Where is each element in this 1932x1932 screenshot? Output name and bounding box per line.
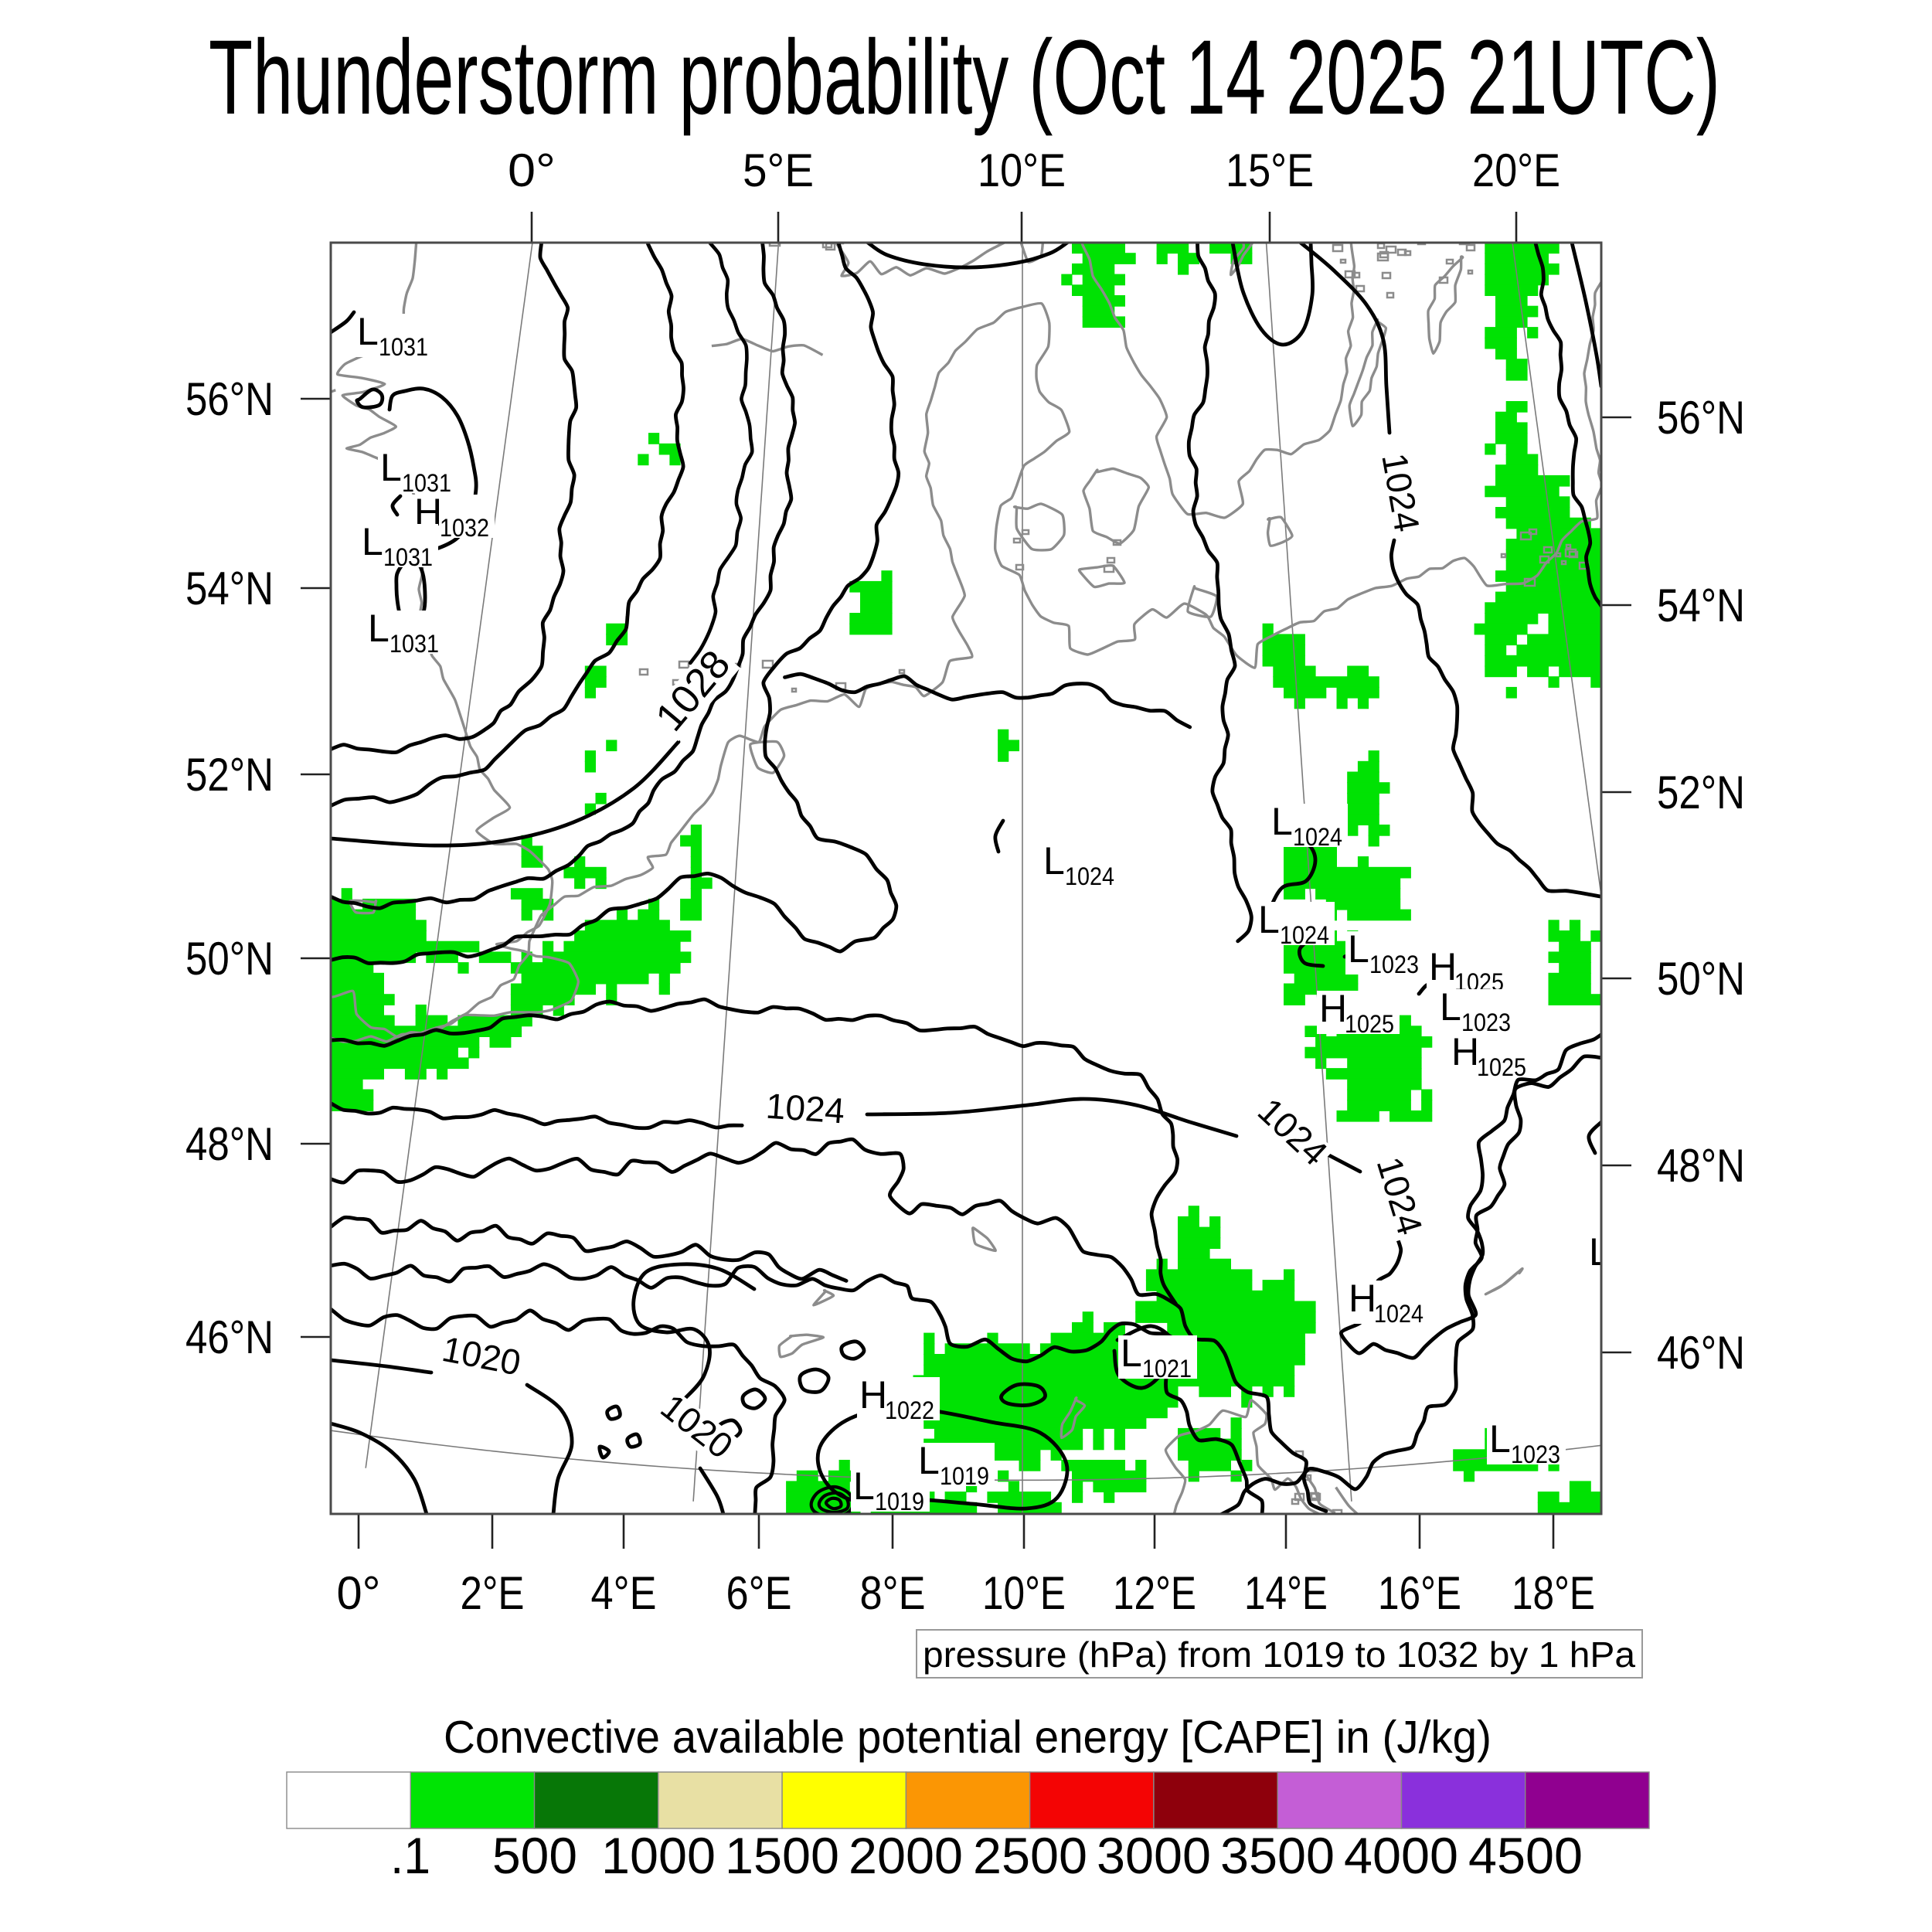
svg-text:L: L xyxy=(1440,985,1461,1029)
svg-text:1019: 1019 xyxy=(940,1462,989,1490)
svg-text:1024: 1024 xyxy=(1280,921,1329,949)
svg-text:56°N: 56°N xyxy=(185,373,274,425)
svg-text:3000: 3000 xyxy=(1097,1827,1211,1884)
svg-text:50°N: 50°N xyxy=(1657,953,1745,1005)
svg-text:52°N: 52°N xyxy=(185,749,274,801)
svg-text:1024: 1024 xyxy=(1374,1300,1423,1328)
svg-text:1022: 1022 xyxy=(885,1396,934,1424)
svg-text:L: L xyxy=(357,310,379,353)
svg-text:L: L xyxy=(380,446,402,489)
svg-text:1031: 1031 xyxy=(383,543,433,571)
svg-text:L: L xyxy=(1348,927,1369,971)
svg-text:1000: 1000 xyxy=(601,1827,716,1884)
svg-text:H: H xyxy=(1429,945,1457,988)
svg-text:1031: 1031 xyxy=(379,333,428,361)
svg-text:8°E: 8°E xyxy=(860,1567,926,1619)
svg-text:Convective available potential: Convective available potential energy [C… xyxy=(444,1712,1492,1763)
svg-text:1019: 1019 xyxy=(875,1488,924,1515)
svg-text:0°: 0° xyxy=(337,1567,381,1619)
svg-text:L: L xyxy=(1258,898,1280,941)
svg-text:56°N: 56°N xyxy=(1657,392,1745,444)
svg-text:48°N: 48°N xyxy=(1657,1140,1745,1192)
svg-text:46°N: 46°N xyxy=(185,1311,274,1363)
svg-text:1024: 1024 xyxy=(764,1086,845,1131)
svg-text:4000: 4000 xyxy=(1344,1827,1458,1884)
svg-text:14°E: 14°E xyxy=(1244,1567,1328,1619)
svg-text:L: L xyxy=(1271,800,1293,843)
svg-text:18°E: 18°E xyxy=(1512,1567,1595,1619)
svg-text:1024: 1024 xyxy=(1293,823,1342,851)
svg-text:1024: 1024 xyxy=(1065,862,1114,890)
svg-text:L: L xyxy=(918,1439,940,1482)
svg-text:10°E: 10°E xyxy=(982,1567,1066,1619)
svg-text:12°E: 12°E xyxy=(1113,1567,1196,1619)
svg-text:1023: 1023 xyxy=(1461,1009,1511,1036)
svg-text:H: H xyxy=(1349,1277,1376,1320)
svg-text:2°E: 2°E xyxy=(461,1567,525,1619)
svg-text:48°N: 48°N xyxy=(185,1118,274,1170)
svg-text:pressure (hPa) from 1019 to 10: pressure (hPa) from 1019 to 1032 by 1 hP… xyxy=(923,1634,1635,1675)
svg-text:L: L xyxy=(368,607,389,650)
svg-text:52°N: 52°N xyxy=(1657,767,1745,818)
svg-text:6°E: 6°E xyxy=(726,1567,792,1619)
svg-text:1031: 1031 xyxy=(402,469,451,497)
svg-text:1025: 1025 xyxy=(1345,1010,1394,1038)
svg-text:0°: 0° xyxy=(508,145,556,196)
svg-text:L: L xyxy=(362,520,383,563)
svg-text:54°N: 54°N xyxy=(1657,580,1745,631)
svg-text:H: H xyxy=(1319,987,1347,1030)
svg-text:4°E: 4°E xyxy=(591,1567,657,1619)
svg-text:50°N: 50°N xyxy=(185,933,274,985)
svg-text:10°E: 10°E xyxy=(978,145,1066,196)
svg-text:L: L xyxy=(1043,839,1065,883)
svg-text:46°N: 46°N xyxy=(1657,1327,1745,1379)
svg-text:H: H xyxy=(859,1373,887,1417)
svg-text:H: H xyxy=(1451,1030,1479,1073)
svg-text:1021: 1021 xyxy=(1142,1355,1192,1383)
svg-text:1031: 1031 xyxy=(389,630,439,658)
svg-text:1500: 1500 xyxy=(725,1827,839,1884)
svg-text:3500: 3500 xyxy=(1220,1827,1335,1884)
svg-text:1032: 1032 xyxy=(440,514,489,542)
svg-text:L: L xyxy=(853,1464,875,1508)
svg-text:1023: 1023 xyxy=(1369,951,1419,978)
svg-text:1023: 1023 xyxy=(1511,1440,1560,1468)
svg-text:Thunderstorm probability (Oct: Thunderstorm probability (Oct 14 2025 21… xyxy=(209,19,1720,137)
svg-text:2000: 2000 xyxy=(849,1827,963,1884)
svg-text:.1: .1 xyxy=(390,1827,430,1884)
svg-text:L: L xyxy=(1589,1230,1611,1274)
svg-text:L: L xyxy=(1489,1417,1511,1461)
svg-text:54°N: 54°N xyxy=(185,563,274,614)
svg-text:2500: 2500 xyxy=(973,1827,1087,1884)
svg-text:20°E: 20°E xyxy=(1472,145,1560,196)
svg-text:4500: 4500 xyxy=(1468,1827,1583,1884)
svg-text:1025: 1025 xyxy=(1477,1053,1526,1081)
svg-text:15°E: 15°E xyxy=(1226,145,1314,196)
svg-text:500: 500 xyxy=(492,1827,577,1884)
svg-text:L: L xyxy=(1121,1332,1142,1375)
svg-text:16°E: 16°E xyxy=(1378,1567,1461,1619)
svg-text:5°E: 5°E xyxy=(743,145,814,196)
